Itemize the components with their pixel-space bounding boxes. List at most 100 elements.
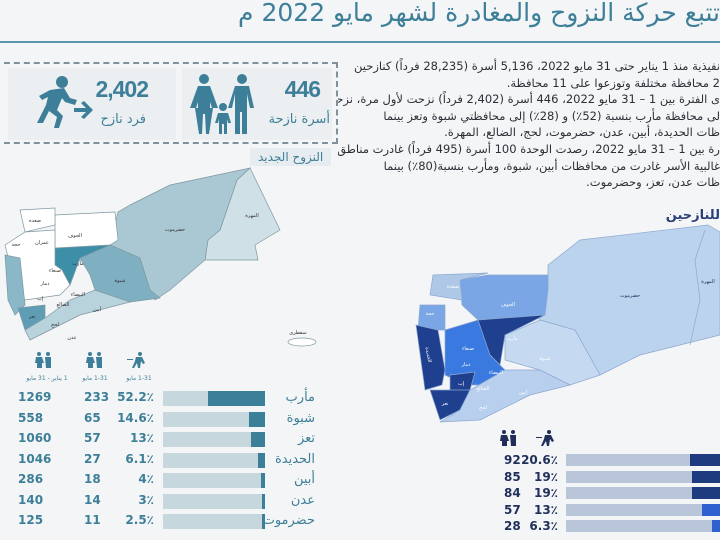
stat-individuals: 2,402 فرد نازح [8, 68, 176, 140]
running-person-icon [536, 430, 554, 446]
families-value: 233 [84, 390, 110, 404]
families-count: 446 [284, 76, 321, 102]
region-jawf[interactable] [54, 211, 119, 249]
table-row: 140 14 3٪ عدن [0, 493, 330, 509]
map-label: البيضاء [489, 370, 503, 376]
map-label: المهرة [245, 213, 259, 219]
bar-track [566, 503, 720, 516]
map-label: سقطرى [289, 330, 307, 336]
bar-track [163, 493, 265, 509]
families-value: 11 [84, 513, 101, 527]
pct-value: 13٪ [533, 502, 558, 517]
stats-panel: 446 أسرة نازحة 2,402 فرد نازح [0, 62, 338, 144]
map-label: ذمار [461, 362, 471, 368]
region-jawf[interactable] [459, 274, 549, 321]
families-value: 57 [84, 431, 101, 445]
bar-fill [258, 452, 265, 468]
table-row: 125 11 2.5٪ حضرموت [0, 513, 330, 529]
summary-line: 2 محافظة مختلفة وتوزعوا على 11 محافظة. [506, 75, 720, 90]
pct-value: 20.6٪ [521, 453, 558, 467]
families-value: 84 [504, 486, 521, 501]
bar-fill [689, 454, 720, 466]
map-label: البيضاء [71, 292, 85, 298]
bar-fill [692, 470, 720, 483]
region-saada[interactable] [429, 272, 489, 301]
bar-track [163, 514, 265, 529]
map-label: حضرموت [620, 293, 640, 299]
map-label: أبين [519, 389, 528, 396]
region-saada[interactable] [19, 207, 56, 233]
table-row: 1046 27 6.1٪ الحديدة [0, 452, 330, 468]
map-label: حجة [12, 242, 21, 248]
bar-fill [250, 432, 265, 447]
pct-value: 19٪ [533, 469, 558, 484]
summary-line: ظات عدن، تعز، وحضرموت. [586, 175, 720, 190]
total-value: 558 [18, 410, 44, 425]
new-displacement-title: النزوح الجديد [250, 148, 332, 166]
right-map [415, 224, 720, 423]
bar-track [163, 432, 265, 447]
map-label: الحديدة [424, 347, 433, 363]
individuals-label: فرد نازح [100, 112, 146, 127]
families-value: 18 [84, 472, 101, 486]
governorate-name: الحديدة [274, 451, 315, 467]
summary-line: ظات الحديدة، أبين، عدن، حضرموت، لحج، الض… [444, 125, 720, 140]
total-value: 1060 [18, 431, 52, 445]
map-label: عدن [67, 335, 76, 341]
total-value: 1269 [18, 390, 52, 404]
families-value: 92 [504, 453, 521, 467]
bar-track [566, 470, 720, 483]
bar-fill [260, 473, 265, 488]
table-row: 57 13٪ [490, 503, 720, 519]
table-row: 1060 57 13٪ تعز [0, 431, 330, 447]
map-label: تعز [441, 401, 449, 407]
family-icon [35, 352, 51, 368]
map-label: الجوف [68, 233, 82, 239]
total-value: 286 [18, 472, 44, 486]
region-shabwa[interactable] [79, 244, 161, 303]
bar-track [163, 452, 265, 468]
bar-fill [701, 503, 720, 516]
region-south[interactable] [439, 369, 572, 423]
pct-value: 6.3٪ [529, 519, 558, 534]
table-row: 85 19٪ [490, 470, 720, 486]
region-shabwa[interactable] [504, 319, 601, 386]
pct-value: 19٪ [533, 486, 558, 501]
bar-track [566, 487, 720, 500]
map-label: صنعاء [462, 346, 474, 352]
summary-line: ى الفترة بين 1 – 31 مايو 2022، 446 أسرة … [338, 92, 720, 107]
bar-fill [261, 493, 265, 509]
map-label: صنعاء [49, 268, 61, 274]
families-value: 57 [504, 502, 521, 517]
pct-value: 2.5٪ [125, 513, 154, 527]
families-value: 65 [84, 410, 101, 425]
total-value: 125 [18, 513, 44, 527]
bar-fill [207, 391, 265, 406]
pct-value: 3٪ [138, 492, 154, 507]
map-label: مأرب [506, 334, 518, 342]
region-hodeidah[interactable] [415, 324, 446, 391]
header-total: 1 يناير - 31 مايو [26, 375, 68, 382]
total-value: 140 [18, 492, 44, 507]
title-divider [0, 41, 720, 43]
summary-line: نفيذية منذ 1 يناير حتى 31 مايو 2022، 5,1… [354, 59, 720, 73]
map-label: حضرموت [165, 227, 185, 233]
bar-track [566, 520, 720, 533]
family-icon [500, 430, 516, 446]
governorate-name: عدن [290, 492, 315, 508]
running-person-icon [37, 76, 93, 128]
bar-fill [692, 487, 720, 500]
idp-map-title: للنازحين [665, 208, 720, 223]
individuals-count: 2,402 [95, 76, 149, 102]
region-south[interactable] [24, 289, 132, 341]
map-label: عمران [35, 240, 49, 246]
families-value: 14 [84, 492, 101, 507]
pct-value: 4٪ [138, 472, 154, 486]
governorate-name: أبين [293, 472, 315, 487]
governorate-name: مأرب [285, 390, 315, 405]
table-row: 558 65 14.6٪ شبوة [0, 411, 330, 427]
region-socotra[interactable] [287, 337, 317, 347]
map-label: الضالع [477, 386, 490, 392]
family-icon [190, 74, 254, 134]
